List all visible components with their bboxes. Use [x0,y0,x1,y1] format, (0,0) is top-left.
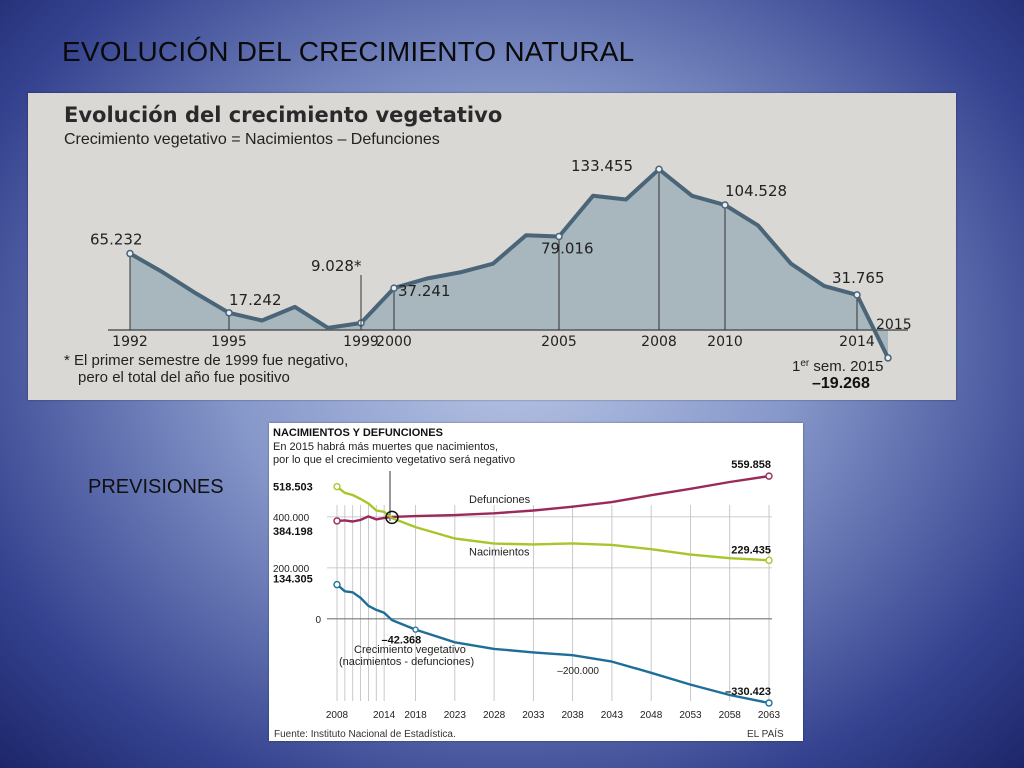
growth-point [721,201,729,209]
value-label: 518.503 [273,482,313,494]
growth-value-label: 65.232 [90,231,143,249]
growth-value-label: 37.241 [398,282,451,300]
growth-x-tick-label: 2000 [376,334,412,350]
x-tick-label: 2023 [444,710,467,721]
x-tick-label: 2043 [601,710,624,721]
x-tick-label: 2018 [404,710,427,721]
last-period-value: –19.268 [812,375,870,392]
growth-x-tick-label: 1999 [343,334,379,350]
y-tick-label: –200.000 [557,666,599,677]
growth-point [884,354,892,362]
series-end-point [765,699,773,707]
series-end-point [333,482,341,491]
x-tick-label: 2008 [326,710,349,721]
growth-footnote-line1: * El primer semestre de 1999 fue negativ… [64,352,348,369]
crossover-marker [385,510,399,525]
growth-value-label: 133.455 [571,157,633,175]
births-deaths-chart-panel: NACIMIENTOS Y DEFUNCIONES En 2015 habrá … [269,423,803,741]
series-end-point [765,556,773,565]
x-tick-label: 2053 [679,710,702,721]
series-end-point [765,472,773,480]
growth-point [555,232,563,241]
series-name-label: Defunciones [469,494,531,506]
growth-series-line [129,167,890,359]
y-tick-label: 0 [315,615,321,626]
x-tick-label: 2048 [640,710,663,721]
value-label: –330.423 [725,686,771,698]
value-label: –42.368 [382,635,422,647]
value-label: 134.305 [273,574,313,586]
growth-x-tick-label: 1992 [112,334,148,350]
growth-chart-panel: Evolución del crecimiento vegetativo Cre… [28,93,956,400]
growth-x-tick-label: 1995 [211,334,247,350]
x-tick-label: 2058 [719,710,742,721]
previsiones-label: PREVISIONES [88,476,224,498]
series-point [412,626,419,633]
projection-subtitle-line2: por lo que el crecimiento vegetativo ser… [273,454,515,466]
growth-value-label: 9.028* [311,257,362,275]
births-deaths-line-chart: NACIMIENTOS Y DEFUNCIONES En 2015 habrá … [273,427,784,740]
last-period-label: 1er sem. 2015 [792,358,883,375]
growth-area-chart: Evolución del crecimiento vegetativo Cre… [64,103,912,392]
series-line [336,474,770,523]
projection-chart-title: NACIMIENTOS Y DEFUNCIONES [273,427,443,439]
growth-value-label: 79.016 [541,240,594,258]
x-tick-label: 2014 [373,710,396,721]
growth-x-tick-label: 2015 [876,317,912,333]
growth-value-label: 17.242 [229,291,282,309]
series-line [336,485,770,562]
series-end-point [333,517,341,525]
y-tick-label: 200.000 [273,564,310,575]
y-tick-label: 400.000 [273,513,310,524]
growth-x-tick-label: 2010 [707,334,743,350]
series-name-label: (nacimientos - defunciones) [339,656,474,668]
growth-value-label: 31.765 [832,269,885,287]
source-note: Fuente: Instituto Nacional de Estadístic… [274,729,456,740]
projection-subtitle-line1: En 2015 habrá más muertes que nacimiento… [273,441,498,453]
series-line [336,583,770,705]
growth-x-tick-label: 2014 [839,334,875,350]
value-label: 229.435 [731,544,771,556]
growth-x-tick-label: 2008 [641,334,677,350]
growth-chart-title: Evolución del crecimiento vegetativo [64,103,502,127]
growth-point [390,284,398,292]
growth-point [225,309,233,317]
growth-chart-subtitle: Crecimiento vegetativo = Nacimientos – D… [64,131,440,148]
series-name-label: Nacimientos [469,547,530,559]
series-end-point [333,580,341,589]
brand-label: EL PAÍS [747,727,784,740]
x-tick-label: 2028 [483,710,506,721]
value-label: 559.858 [731,459,771,471]
series-name-label: Crecimiento vegetativo [354,644,466,656]
x-tick-label: 2063 [758,710,781,721]
slide-title: EVOLUCIÓN DEL CRECIMIENTO NATURAL [62,36,635,67]
value-label: 384.198 [273,526,313,538]
growth-x-tick-label: 2005 [541,334,577,350]
growth-footnote-line2: pero el total del año fue positivo [78,369,290,386]
growth-point [655,165,663,174]
growth-area [130,169,888,358]
growth-value-label: 104.528 [725,182,787,200]
growth-point [853,291,861,299]
x-tick-label: 2038 [562,710,585,721]
x-tick-label: 2033 [522,710,545,721]
growth-point [126,249,134,258]
